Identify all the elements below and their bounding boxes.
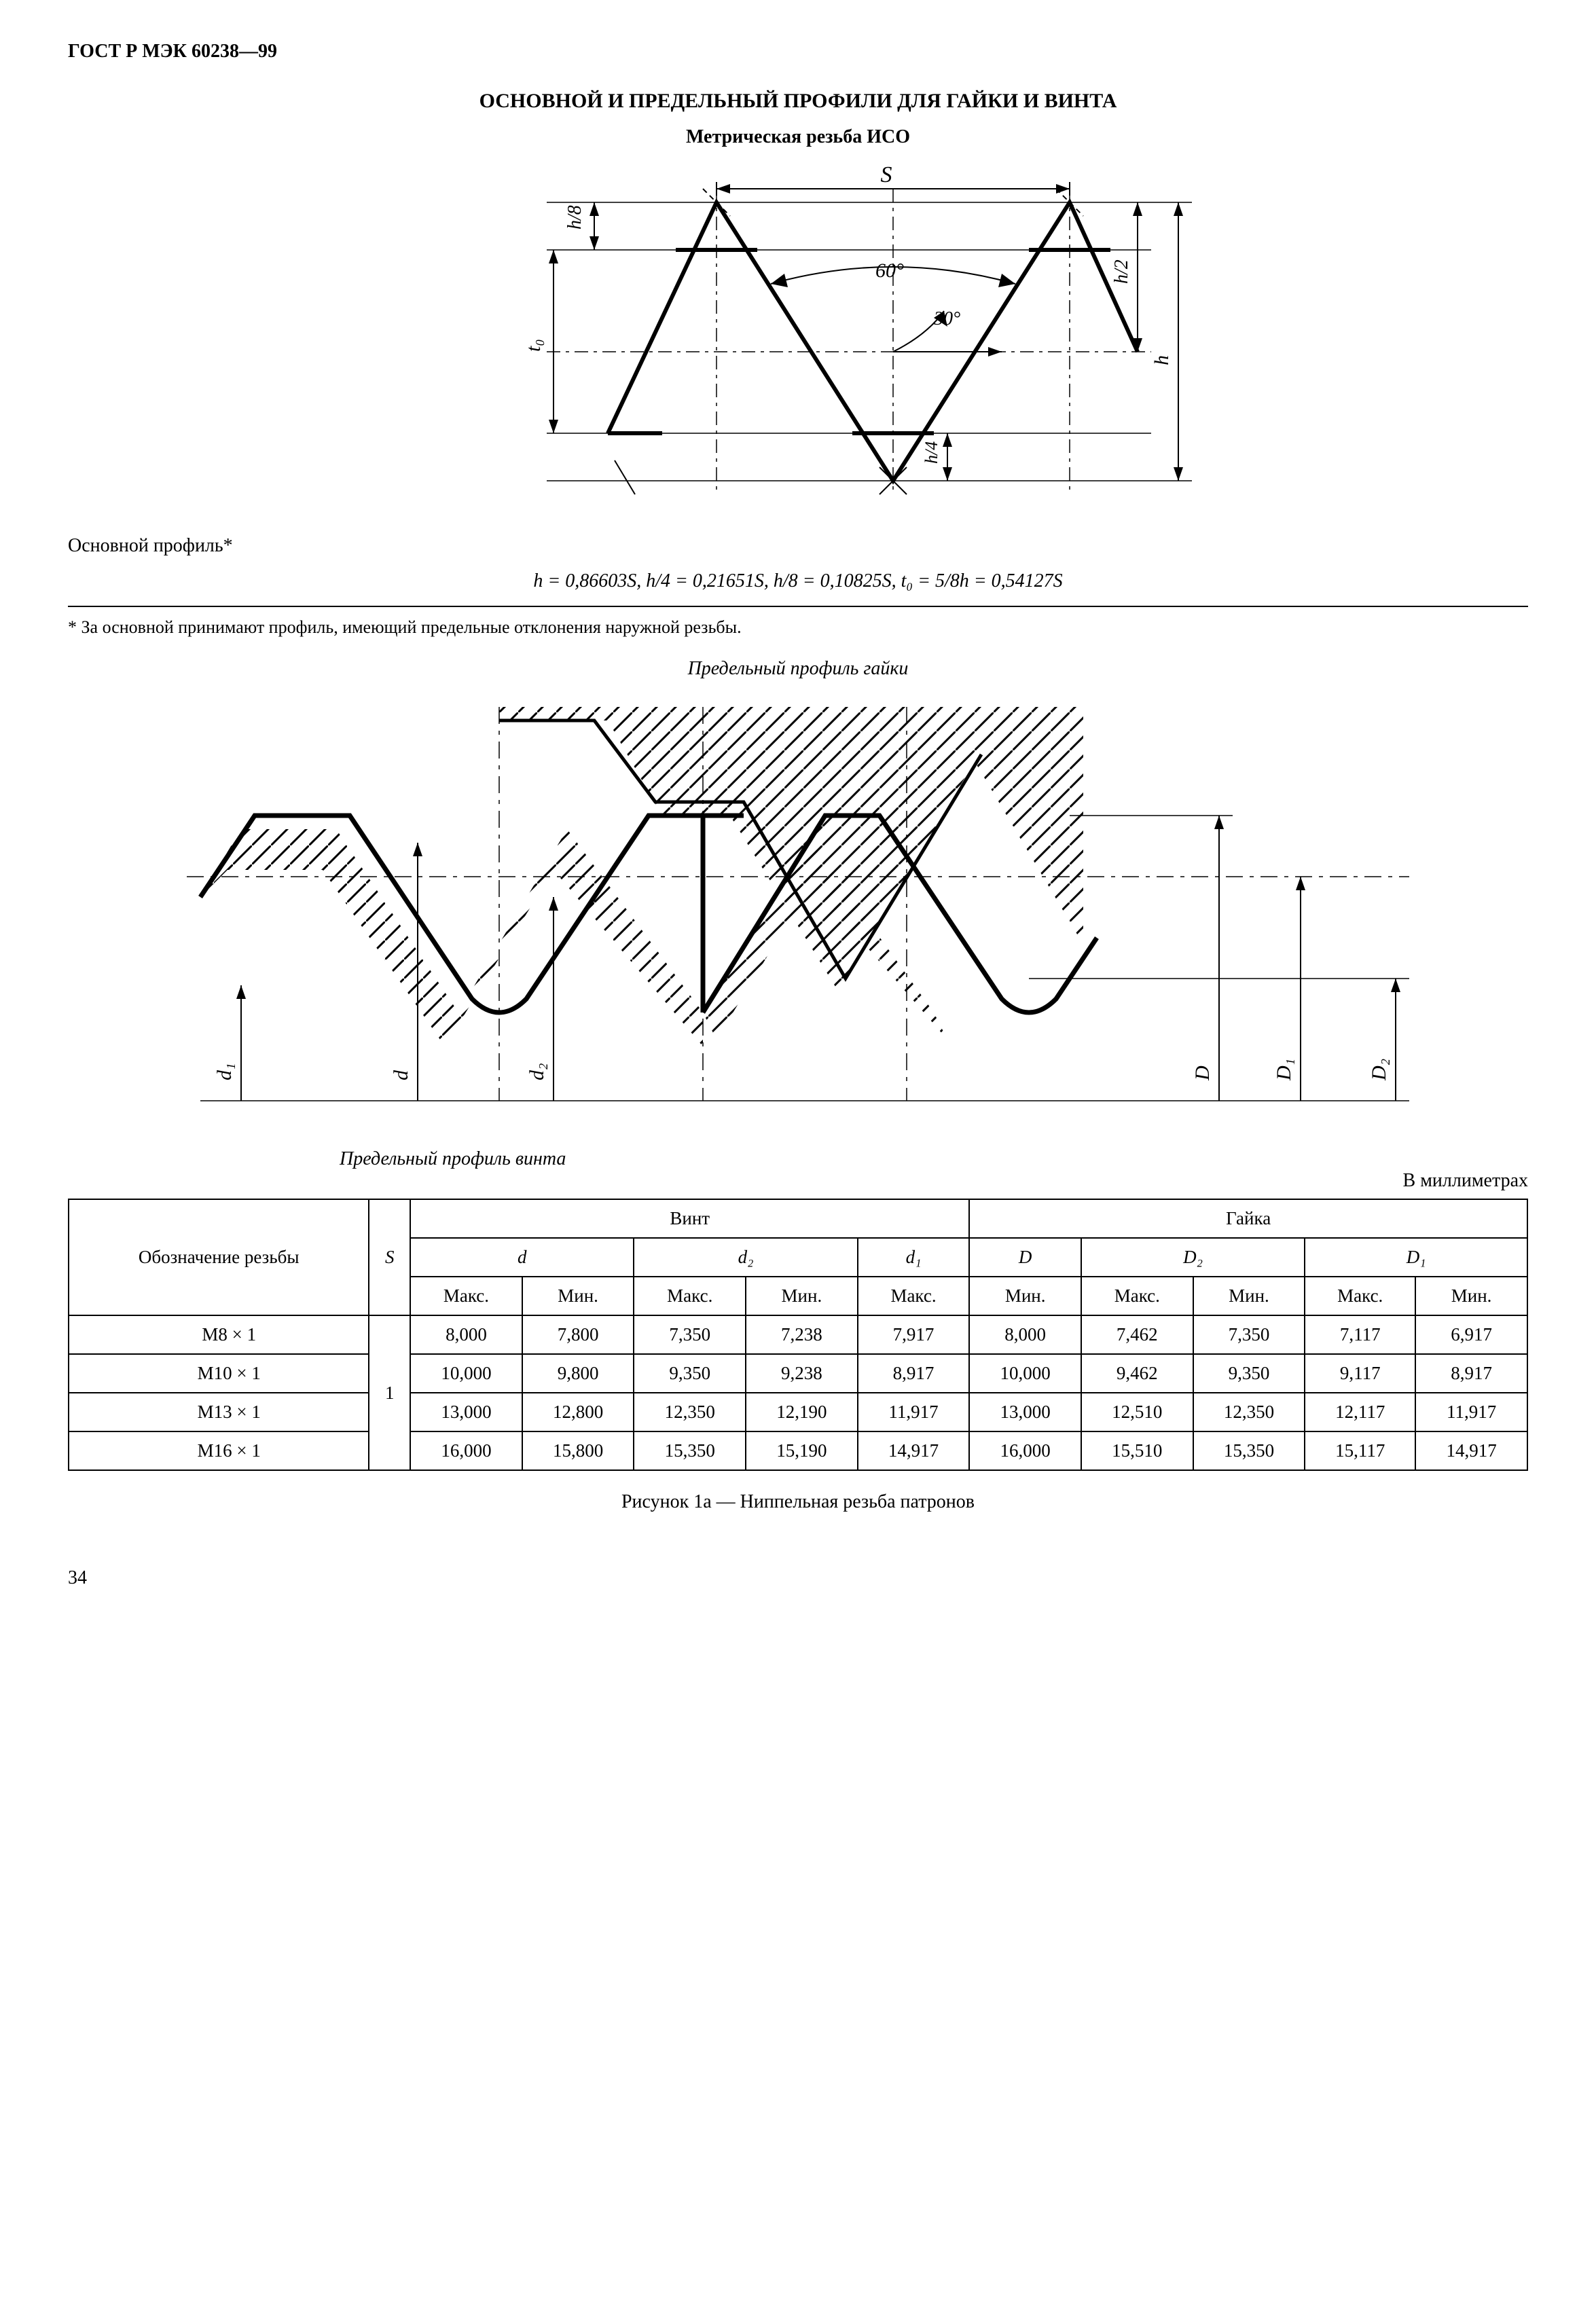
col-nut: Гайка (969, 1199, 1527, 1238)
col-max: Макс. (1305, 1277, 1415, 1315)
col-d1: d₁ (858, 1238, 970, 1277)
thread-cell: M13 × 1 (69, 1393, 369, 1431)
col-screw: Винт (410, 1199, 969, 1238)
limit-profile-diagram: d₁ d d₂ D D₁ D₂ (68, 693, 1528, 1128)
units-label: В миллиметрах (68, 1170, 1528, 1192)
col-d: d (410, 1238, 634, 1277)
page-number: 34 (68, 1567, 1528, 1589)
separator (68, 606, 1528, 607)
svg-text:D₂: D₂ (1368, 1059, 1390, 1081)
thread-cell: M16 × 1 (69, 1431, 369, 1470)
col-min: Мин. (1193, 1277, 1305, 1315)
col-max: Макс. (634, 1277, 746, 1315)
svg-text:h/2: h/2 (1111, 259, 1132, 284)
diagram2-bottom-label: Предельный профиль винта (340, 1148, 1528, 1170)
col-S: S (369, 1199, 410, 1315)
svg-text:D: D (1191, 1065, 1214, 1081)
col-min: Мин. (522, 1277, 634, 1315)
table-row: M16 × 116,00015,80015,35015,19014,91716,… (69, 1431, 1527, 1470)
section-title: ОСНОВНОЙ И ПРЕДЕЛЬНЫЙ ПРОФИЛИ ДЛЯ ГАЙКИ … (68, 90, 1528, 113)
col-max: Макс. (858, 1277, 970, 1315)
svg-text:D₁: D₁ (1273, 1059, 1295, 1081)
sub-title: Метрическая резьба ИСО (68, 126, 1528, 148)
table-row: M8 × 118,0007,8007,3507,2387,9178,0007,4… (69, 1315, 1527, 1354)
formula-line: h = 0,86603S, h/4 = 0,21651S, h/8 = 0,10… (68, 570, 1528, 592)
svg-text:S: S (881, 162, 892, 187)
profile-label: Основной профиль* (68, 535, 1528, 557)
figure-caption: Рисунок 1а — Ниппельная резьба патронов (68, 1491, 1528, 1513)
thread-dimensions-table: Обозначение резьбы S Винт Гайка d d₂ d₁ … (68, 1199, 1528, 1471)
svg-text:h: h (1150, 355, 1173, 365)
col-max: Макс. (410, 1277, 522, 1315)
svg-text:d₁: d₁ (213, 1063, 236, 1080)
svg-text:t₀: t₀ (522, 339, 545, 352)
col-min: Мин. (969, 1277, 1081, 1315)
col-min: Мин. (746, 1277, 858, 1315)
col-max: Макс. (1081, 1277, 1193, 1315)
col-D: D (969, 1238, 1081, 1277)
thread-cell: M8 × 1 (69, 1315, 369, 1354)
svg-text:d: d (390, 1070, 412, 1080)
svg-text:d₂: d₂ (526, 1063, 548, 1080)
footnote: * За основной принимают профиль, имеющий… (68, 617, 1528, 638)
table-row: M10 × 110,0009,8009,3509,2388,91710,0009… (69, 1354, 1527, 1393)
diagram2-top-label: Предельный профиль гайки (68, 658, 1528, 680)
col-thread: Обозначение резьбы (69, 1199, 369, 1315)
col-D1: D₁ (1305, 1238, 1527, 1277)
table-row: M13 × 113,00012,80012,35012,19011,91713,… (69, 1393, 1527, 1431)
col-D2: D₂ (1081, 1238, 1305, 1277)
svg-text:h/4: h/4 (922, 441, 941, 464)
document-header: ГОСТ Р МЭК 60238—99 (68, 41, 1528, 62)
thread-profile-diagram: S h/8 t₀ 60° (68, 162, 1528, 515)
col-min: Мин. (1415, 1277, 1527, 1315)
thread-cell: M10 × 1 (69, 1354, 369, 1393)
col-d2: d₂ (634, 1238, 857, 1277)
S-cell: 1 (369, 1315, 410, 1470)
svg-text:60°: 60° (875, 259, 904, 282)
svg-text:h/8: h/8 (564, 205, 585, 230)
